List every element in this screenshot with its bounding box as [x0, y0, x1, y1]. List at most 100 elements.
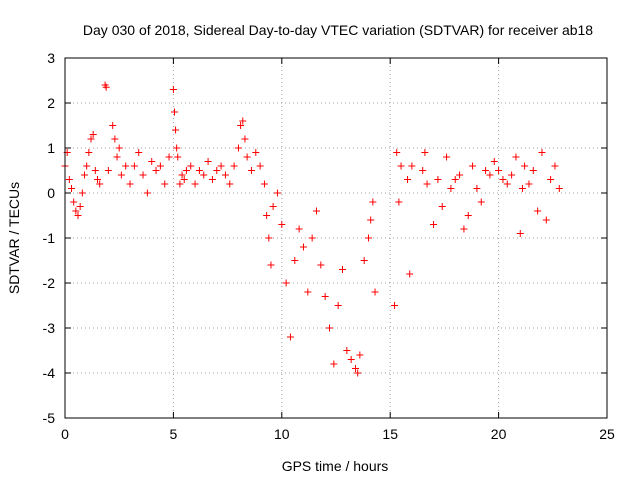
data-point	[469, 162, 477, 170]
data-point	[408, 162, 416, 170]
data-point	[312, 207, 320, 215]
data-point	[85, 149, 93, 156]
data-point	[352, 365, 360, 372]
data-point	[499, 176, 507, 183]
x-axis-label: GPS time / hours	[282, 458, 389, 474]
data-point	[176, 180, 184, 188]
data-point	[343, 347, 351, 354]
data-point	[96, 180, 104, 188]
data-point	[482, 167, 490, 174]
data-point	[260, 180, 268, 188]
data-point	[180, 176, 188, 183]
data-point	[291, 257, 299, 264]
data-point	[247, 167, 255, 174]
x-tick-label: 5	[170, 426, 178, 442]
data-point	[78, 189, 86, 197]
data-point	[87, 135, 95, 143]
data-point	[91, 167, 99, 174]
data-point	[263, 212, 271, 219]
data-point	[273, 189, 281, 197]
data-point	[104, 167, 112, 174]
data-point	[81, 171, 89, 179]
data-point	[182, 167, 190, 174]
data-point	[256, 162, 264, 170]
x-tick-label: 0	[61, 426, 69, 442]
data-point	[397, 162, 405, 170]
data-point	[486, 171, 494, 179]
data-point	[503, 180, 511, 188]
data-point	[451, 176, 459, 183]
data-point	[89, 131, 97, 138]
data-point	[347, 356, 355, 363]
data-point	[195, 167, 203, 174]
data-point	[94, 176, 102, 183]
data-point	[109, 122, 117, 129]
data-point	[237, 122, 245, 129]
data-point	[423, 180, 431, 188]
data-point	[139, 171, 147, 179]
data-point	[464, 212, 472, 219]
data-point	[174, 153, 182, 161]
data-point	[111, 135, 119, 143]
y-tick-label: 3	[47, 50, 55, 66]
data-point	[170, 108, 178, 116]
data-point	[395, 198, 403, 206]
data-point	[321, 293, 329, 300]
data-point	[267, 261, 275, 269]
data-point	[126, 180, 134, 188]
data-point	[406, 270, 414, 278]
data-point	[304, 288, 312, 296]
data-point	[542, 216, 550, 224]
data-point	[269, 203, 277, 210]
data-point	[191, 180, 199, 188]
y-tick-label: -5	[43, 410, 56, 426]
data-point	[226, 180, 234, 188]
data-point	[135, 149, 143, 156]
data-point	[172, 126, 180, 134]
y-tick-label: 1	[47, 140, 55, 156]
data-point	[143, 189, 151, 197]
data-point	[161, 180, 169, 188]
data-point	[547, 176, 555, 183]
data-point	[438, 203, 446, 210]
data-point	[70, 198, 78, 206]
data-point	[490, 158, 498, 165]
data-point	[421, 149, 429, 156]
data-point	[213, 167, 221, 174]
data-point	[308, 234, 316, 242]
data-point	[148, 158, 156, 165]
data-point	[477, 198, 485, 206]
data-point	[234, 144, 242, 152]
data-point	[230, 162, 238, 170]
data-point	[252, 149, 260, 156]
data-point	[538, 149, 546, 156]
y-tick-label: -3	[43, 320, 56, 336]
data-point	[152, 167, 160, 174]
data-point	[200, 171, 208, 179]
data-point	[371, 288, 379, 296]
data-point	[117, 171, 125, 179]
data-point	[529, 167, 537, 174]
data-point	[391, 302, 399, 309]
data-point	[460, 225, 468, 233]
y-tick-label: 0	[47, 185, 55, 201]
data-point	[456, 171, 464, 179]
data-point	[156, 162, 164, 170]
data-point	[330, 360, 338, 368]
data-point	[369, 198, 377, 206]
data-point	[295, 225, 303, 233]
y-tick-label: -2	[43, 275, 56, 291]
data-point	[299, 243, 307, 251]
data-point	[278, 221, 286, 228]
data-point	[83, 162, 91, 170]
data-point	[76, 203, 84, 210]
data-point	[243, 153, 251, 161]
y-tick-label: -1	[43, 230, 56, 246]
data-point	[187, 162, 195, 170]
data-point	[334, 302, 342, 309]
data-point	[516, 230, 524, 237]
data-point	[208, 176, 216, 183]
data-point	[173, 144, 181, 152]
data-point	[447, 185, 455, 192]
data-point	[360, 257, 368, 264]
